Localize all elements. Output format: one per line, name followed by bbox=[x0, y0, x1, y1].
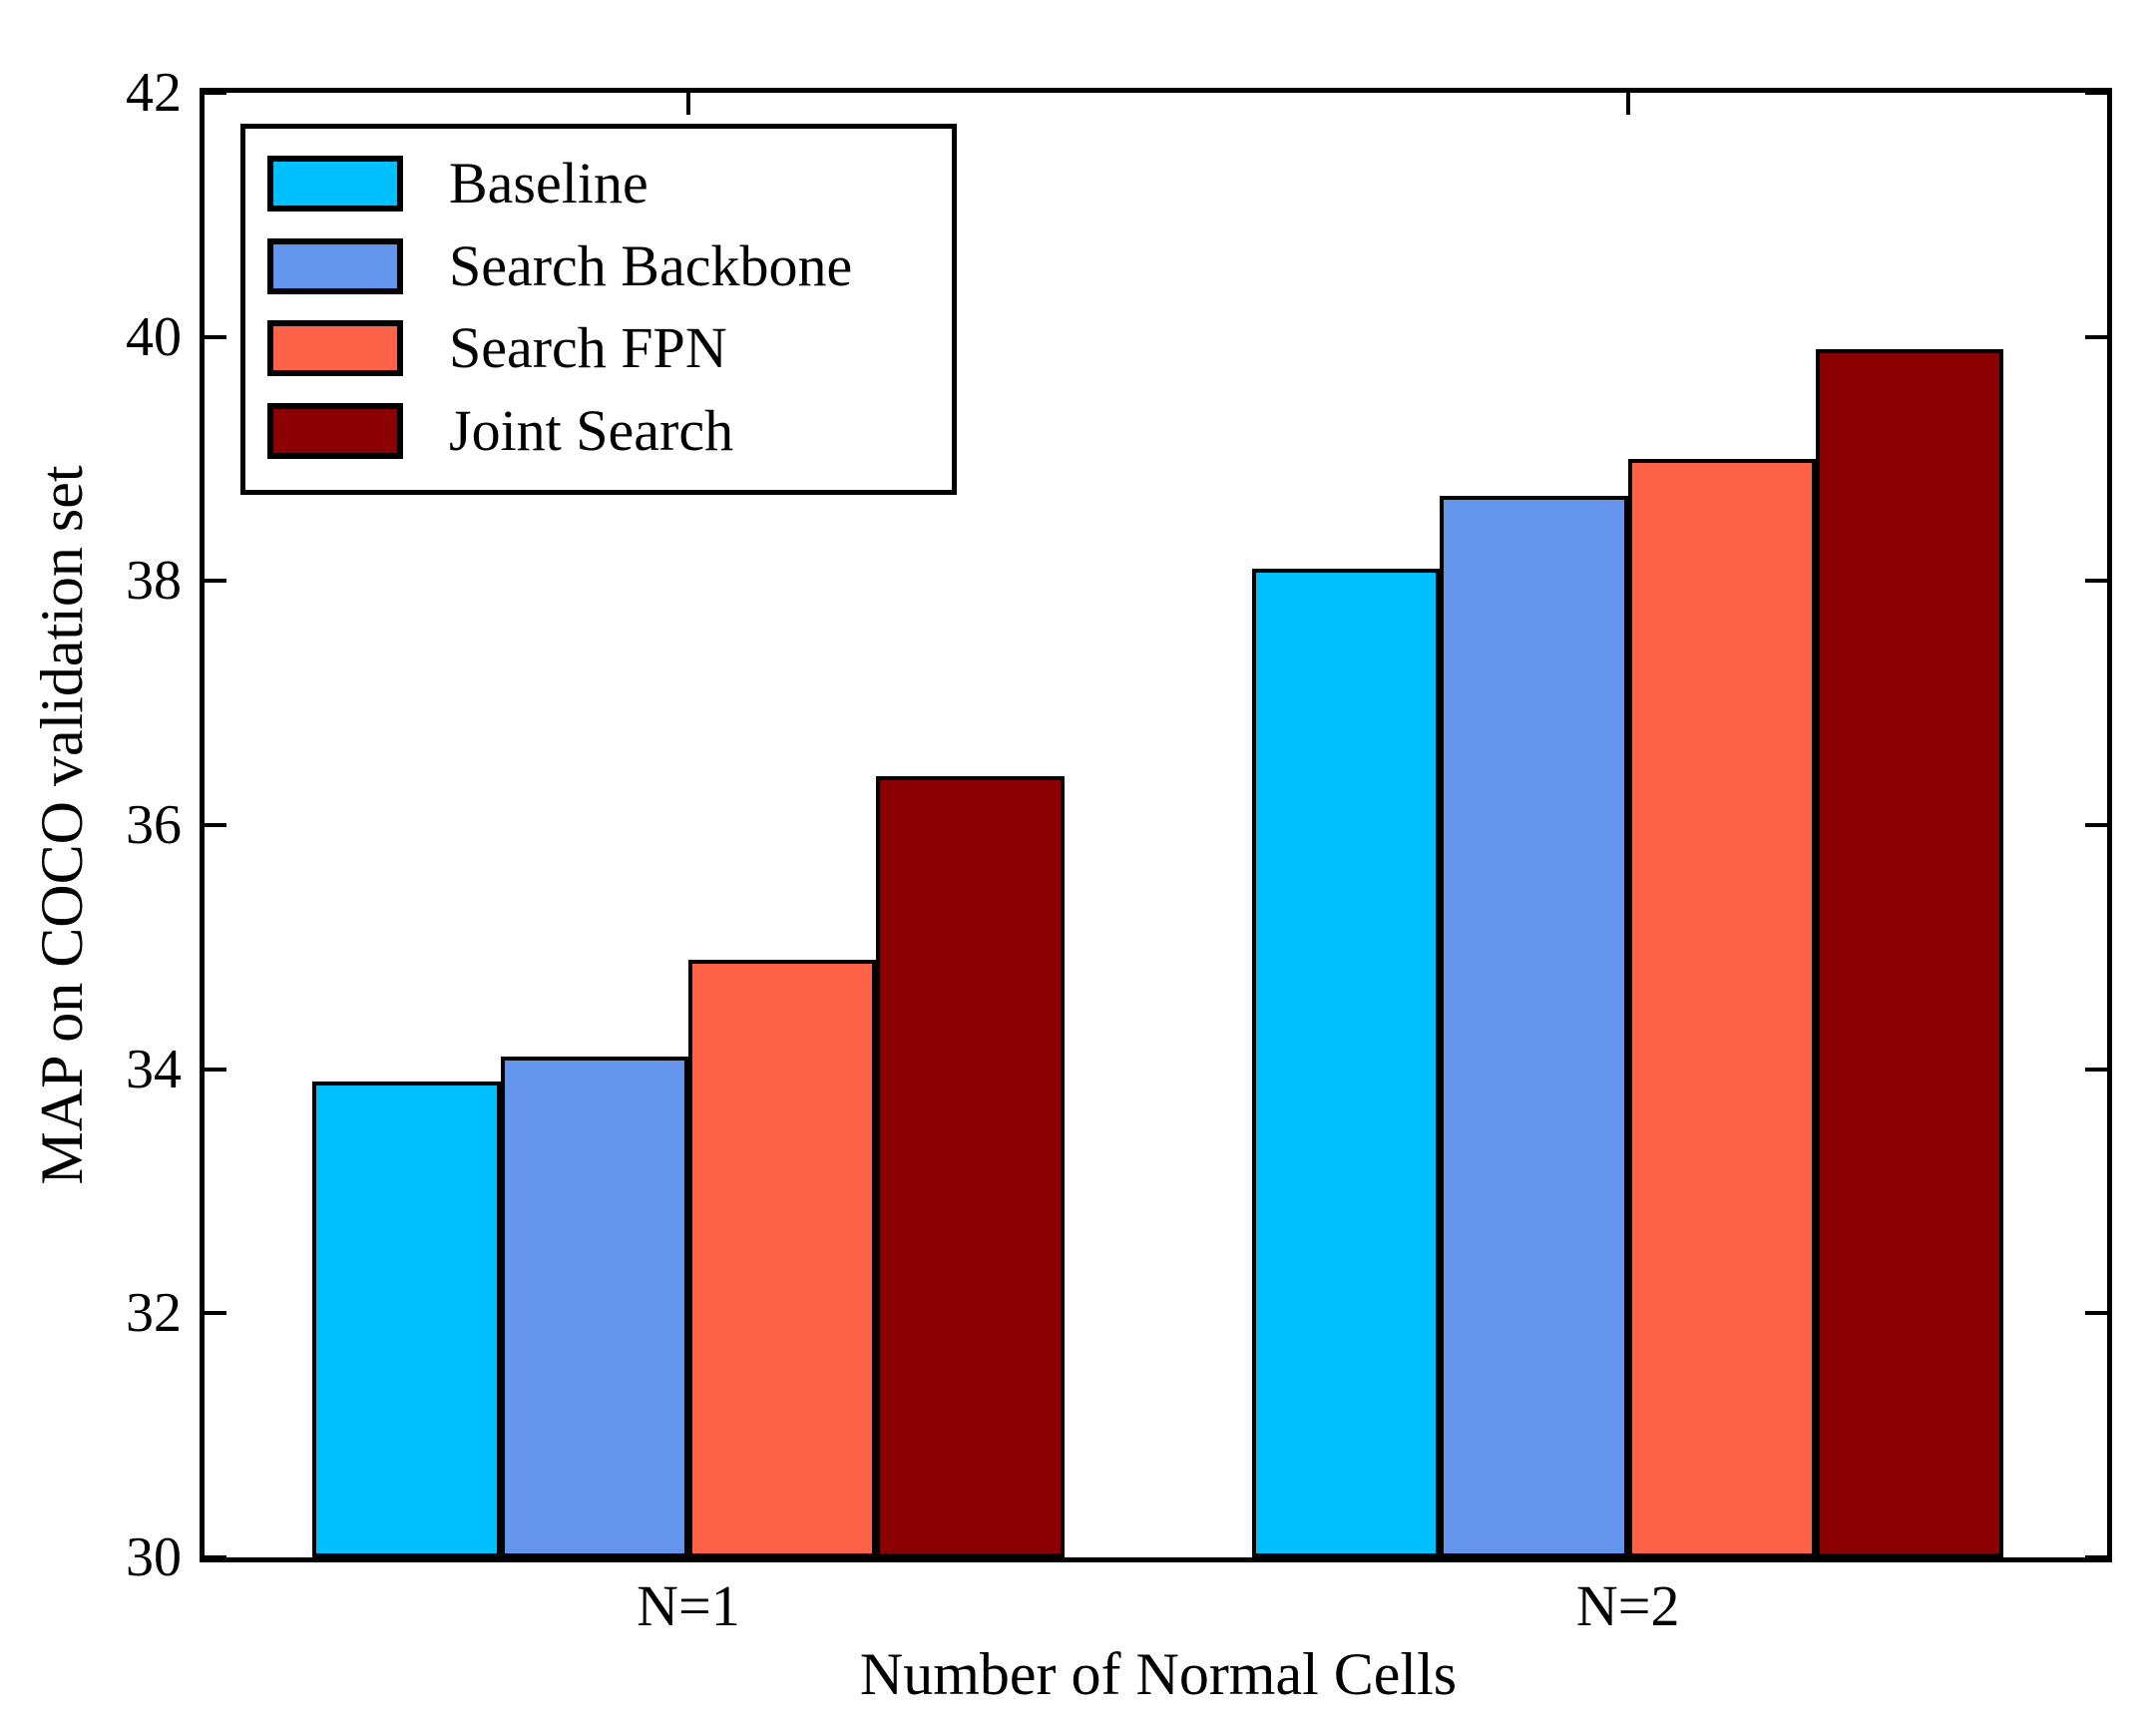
y-tick-mark-left bbox=[205, 1311, 226, 1316]
y-tick-mark-right bbox=[2085, 823, 2107, 827]
legend-swatch-baseline bbox=[267, 156, 403, 213]
legend-label-joint-search: Joint Search bbox=[449, 397, 734, 463]
bar-search-fpn-n2 bbox=[1627, 459, 1817, 1557]
y-tick-mark-left bbox=[205, 91, 226, 95]
x-axis-title: Number of Normal Cells bbox=[859, 1641, 1458, 1707]
y-tick-mark-left bbox=[205, 579, 226, 584]
y-tick-mark-left bbox=[205, 334, 226, 339]
legend-label-baseline: Baseline bbox=[449, 151, 648, 216]
y-tick-label: 42 bbox=[126, 62, 182, 124]
bar-baseline-n2 bbox=[1252, 569, 1441, 1557]
legend-label-search-backbone: Search Backbone bbox=[449, 232, 853, 298]
legend-row: Search FPN bbox=[245, 318, 952, 378]
bar-joint-search-n1 bbox=[876, 776, 1065, 1557]
y-tick-label: 32 bbox=[126, 1282, 182, 1345]
legend-label-search-fpn: Search FPN bbox=[449, 315, 727, 381]
legend: Baseline Search Backbone Search FPN Join… bbox=[240, 124, 957, 495]
bar-joint-search-n2 bbox=[1816, 348, 2004, 1557]
bar-baseline-n1 bbox=[312, 1081, 501, 1557]
y-tick-mark-right bbox=[2085, 1311, 2107, 1316]
y-tick-mark-right bbox=[2085, 91, 2107, 95]
y-tick-label: 40 bbox=[126, 305, 182, 368]
legend-row: Baseline bbox=[245, 154, 952, 214]
legend-swatch-search-backbone bbox=[267, 237, 403, 294]
y-tick-label: 34 bbox=[126, 1038, 182, 1100]
y-tick-mark-right bbox=[2085, 334, 2107, 339]
y-tick-mark-right bbox=[2085, 1067, 2107, 1072]
y-axis-title: MAP on COCO validation set bbox=[29, 465, 95, 1185]
y-tick-mark-left bbox=[205, 823, 226, 827]
bar-search-backbone-n1 bbox=[500, 1057, 688, 1557]
legend-row: Search Backbone bbox=[245, 232, 952, 298]
y-tick-mark-right bbox=[2085, 579, 2107, 584]
legend-swatch-joint-search bbox=[267, 402, 403, 459]
y-tick-label: 38 bbox=[126, 550, 182, 613]
plot-frame bbox=[200, 88, 2112, 1562]
y-tick-mark-right bbox=[2085, 1555, 2107, 1559]
top-tick-mark bbox=[1625, 93, 1630, 115]
y-tick-mark-left bbox=[205, 1555, 226, 1559]
legend-row: Joint Search bbox=[245, 397, 952, 463]
y-tick-label: 30 bbox=[126, 1526, 182, 1588]
x-category-label: N=2 bbox=[1575, 1573, 1680, 1638]
legend-swatch-search-fpn bbox=[267, 320, 403, 377]
bar-search-fpn-n1 bbox=[687, 959, 877, 1557]
x-category-label: N=1 bbox=[637, 1573, 740, 1638]
top-tick-mark bbox=[685, 93, 690, 115]
y-tick-label: 36 bbox=[126, 794, 182, 856]
y-tick-mark-left bbox=[205, 1067, 226, 1072]
bar-search-backbone-n2 bbox=[1440, 495, 1628, 1557]
